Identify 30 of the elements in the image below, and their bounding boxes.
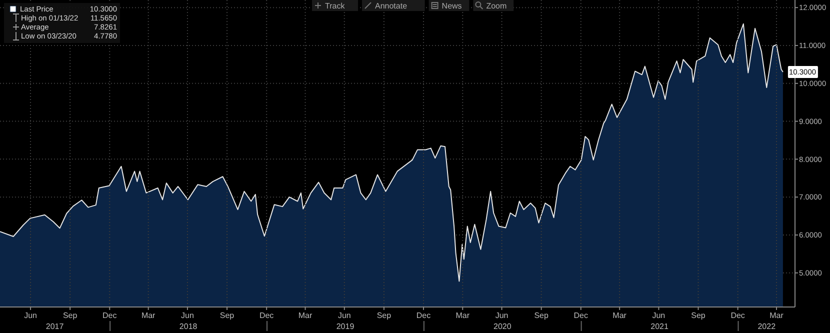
x-tick-label: Jun <box>338 311 351 320</box>
text: 2021 <box>650 322 670 331</box>
x-tick-label: Dec <box>730 311 745 320</box>
annotation: News <box>442 1 462 10</box>
x-tick-label: Mar <box>612 311 627 320</box>
x-tick-label: Jun <box>24 311 37 320</box>
annotation: Track <box>325 1 346 10</box>
x-tick-label: Mar <box>141 311 156 320</box>
x-tick-label: Sep <box>534 311 549 320</box>
text: 2019 <box>336 322 355 331</box>
x-tick-label: Jun <box>181 311 194 320</box>
text: 2020 <box>494 322 512 331</box>
x-tick-label: Sep <box>220 311 235 320</box>
x-tick-label: Jun <box>495 311 508 320</box>
text: 2018 <box>179 322 198 331</box>
annotation: Zoom <box>486 1 507 10</box>
x-tick-label: Dec <box>259 311 274 320</box>
text: 2022 <box>758 322 776 331</box>
x-tick-label: Dec <box>102 311 117 320</box>
x-tick-label: Sep <box>62 311 78 320</box>
x-tick-label: Mar <box>456 311 470 320</box>
x-tick-label: Mar <box>298 311 312 320</box>
x-tick-label: Sep <box>691 311 706 320</box>
x-tick-label: Dec <box>574 311 588 320</box>
text: 2017 <box>46 322 64 331</box>
x-tick-label: Dec <box>416 311 431 320</box>
annotation: Annotate <box>375 1 408 10</box>
x-tick-label: Sep <box>376 311 392 320</box>
x-tick-label: Jun <box>652 311 666 320</box>
x-tick-label: Mar <box>770 311 784 320</box>
